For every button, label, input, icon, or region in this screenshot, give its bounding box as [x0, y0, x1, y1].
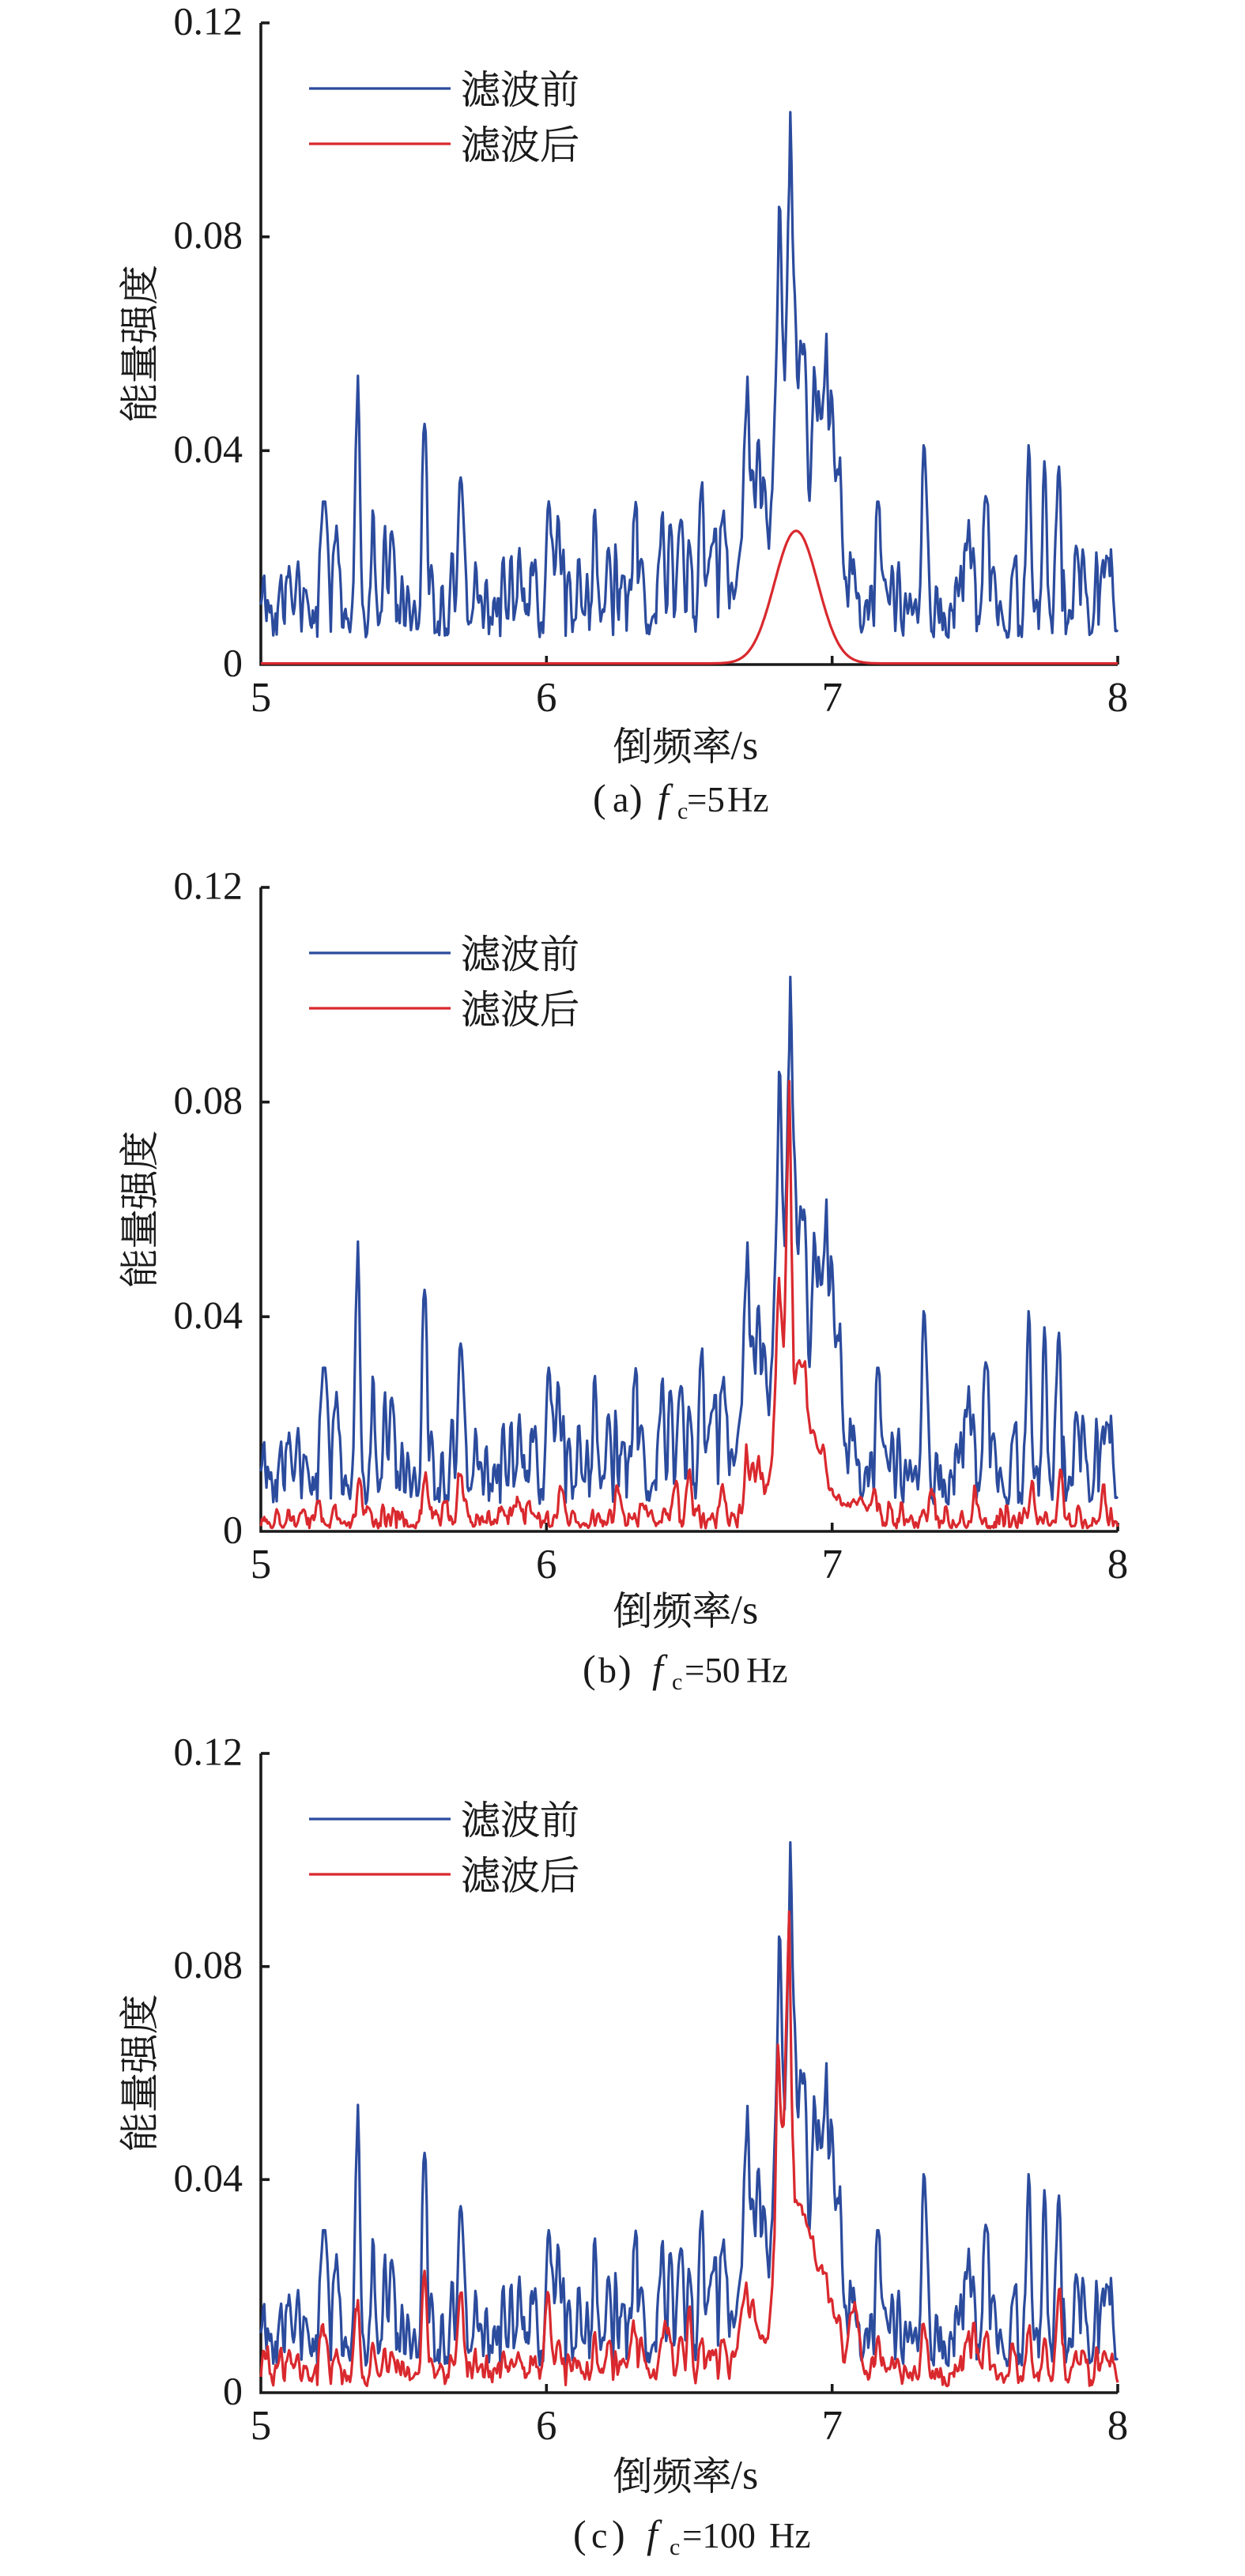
- svg-text:/s: /s: [731, 1588, 759, 1633]
- svg-text:=5: =5: [687, 780, 725, 819]
- svg-text:8: 8: [1107, 2403, 1129, 2449]
- svg-text:(: (: [583, 1647, 596, 1691]
- svg-text:c: c: [670, 2534, 680, 2560]
- svg-text:0.04: 0.04: [174, 2156, 243, 2200]
- svg-text:/s: /s: [731, 724, 759, 769]
- svg-text:f: f: [647, 2512, 662, 2556]
- svg-text:8: 8: [1107, 1542, 1129, 1587]
- svg-text:(: (: [593, 776, 606, 820]
- svg-text:a: a: [613, 779, 628, 819]
- svg-text:0.08: 0.08: [174, 1078, 243, 1122]
- svg-text:7: 7: [821, 1542, 843, 1587]
- svg-text:c: c: [591, 2515, 607, 2555]
- svg-text:0: 0: [223, 2369, 243, 2413]
- svg-text:7: 7: [821, 675, 843, 721]
- svg-text:c: c: [677, 798, 688, 824]
- svg-text:): ): [629, 776, 643, 820]
- svg-text:6: 6: [536, 675, 557, 721]
- svg-text:f: f: [658, 776, 673, 820]
- svg-text:5: 5: [251, 2403, 272, 2449]
- svg-text:0.12: 0.12: [174, 0, 243, 43]
- svg-text:/s: /s: [731, 2454, 759, 2499]
- svg-text:(: (: [573, 2512, 587, 2556]
- svg-text:b: b: [598, 1650, 617, 1690]
- svg-text:7: 7: [821, 2403, 843, 2449]
- svg-text:Hz: Hz: [727, 780, 768, 819]
- svg-text:0.04: 0.04: [174, 1293, 243, 1337]
- svg-text:6: 6: [536, 2403, 557, 2449]
- svg-text:0: 0: [223, 641, 243, 685]
- svg-text:): ): [618, 1647, 632, 1691]
- svg-text:0.12: 0.12: [174, 1730, 243, 1774]
- svg-text:=100: =100: [682, 2516, 756, 2555]
- svg-text:c: c: [672, 1669, 682, 1695]
- svg-text:0.08: 0.08: [174, 213, 243, 257]
- svg-text:0.04: 0.04: [174, 427, 243, 471]
- svg-text:Hz: Hz: [746, 1651, 787, 1690]
- svg-text:0.12: 0.12: [174, 864, 243, 908]
- svg-text:6: 6: [536, 1542, 557, 1587]
- svg-text:=50: =50: [685, 1651, 740, 1690]
- svg-text:5: 5: [251, 1542, 272, 1587]
- svg-text:): ): [612, 2512, 625, 2556]
- svg-text:0: 0: [223, 1508, 243, 1552]
- svg-text:0.08: 0.08: [174, 1942, 243, 1987]
- svg-text:f: f: [652, 1647, 668, 1691]
- svg-text:8: 8: [1107, 675, 1129, 721]
- svg-text:Hz: Hz: [769, 2516, 810, 2555]
- svg-text:5: 5: [251, 675, 272, 721]
